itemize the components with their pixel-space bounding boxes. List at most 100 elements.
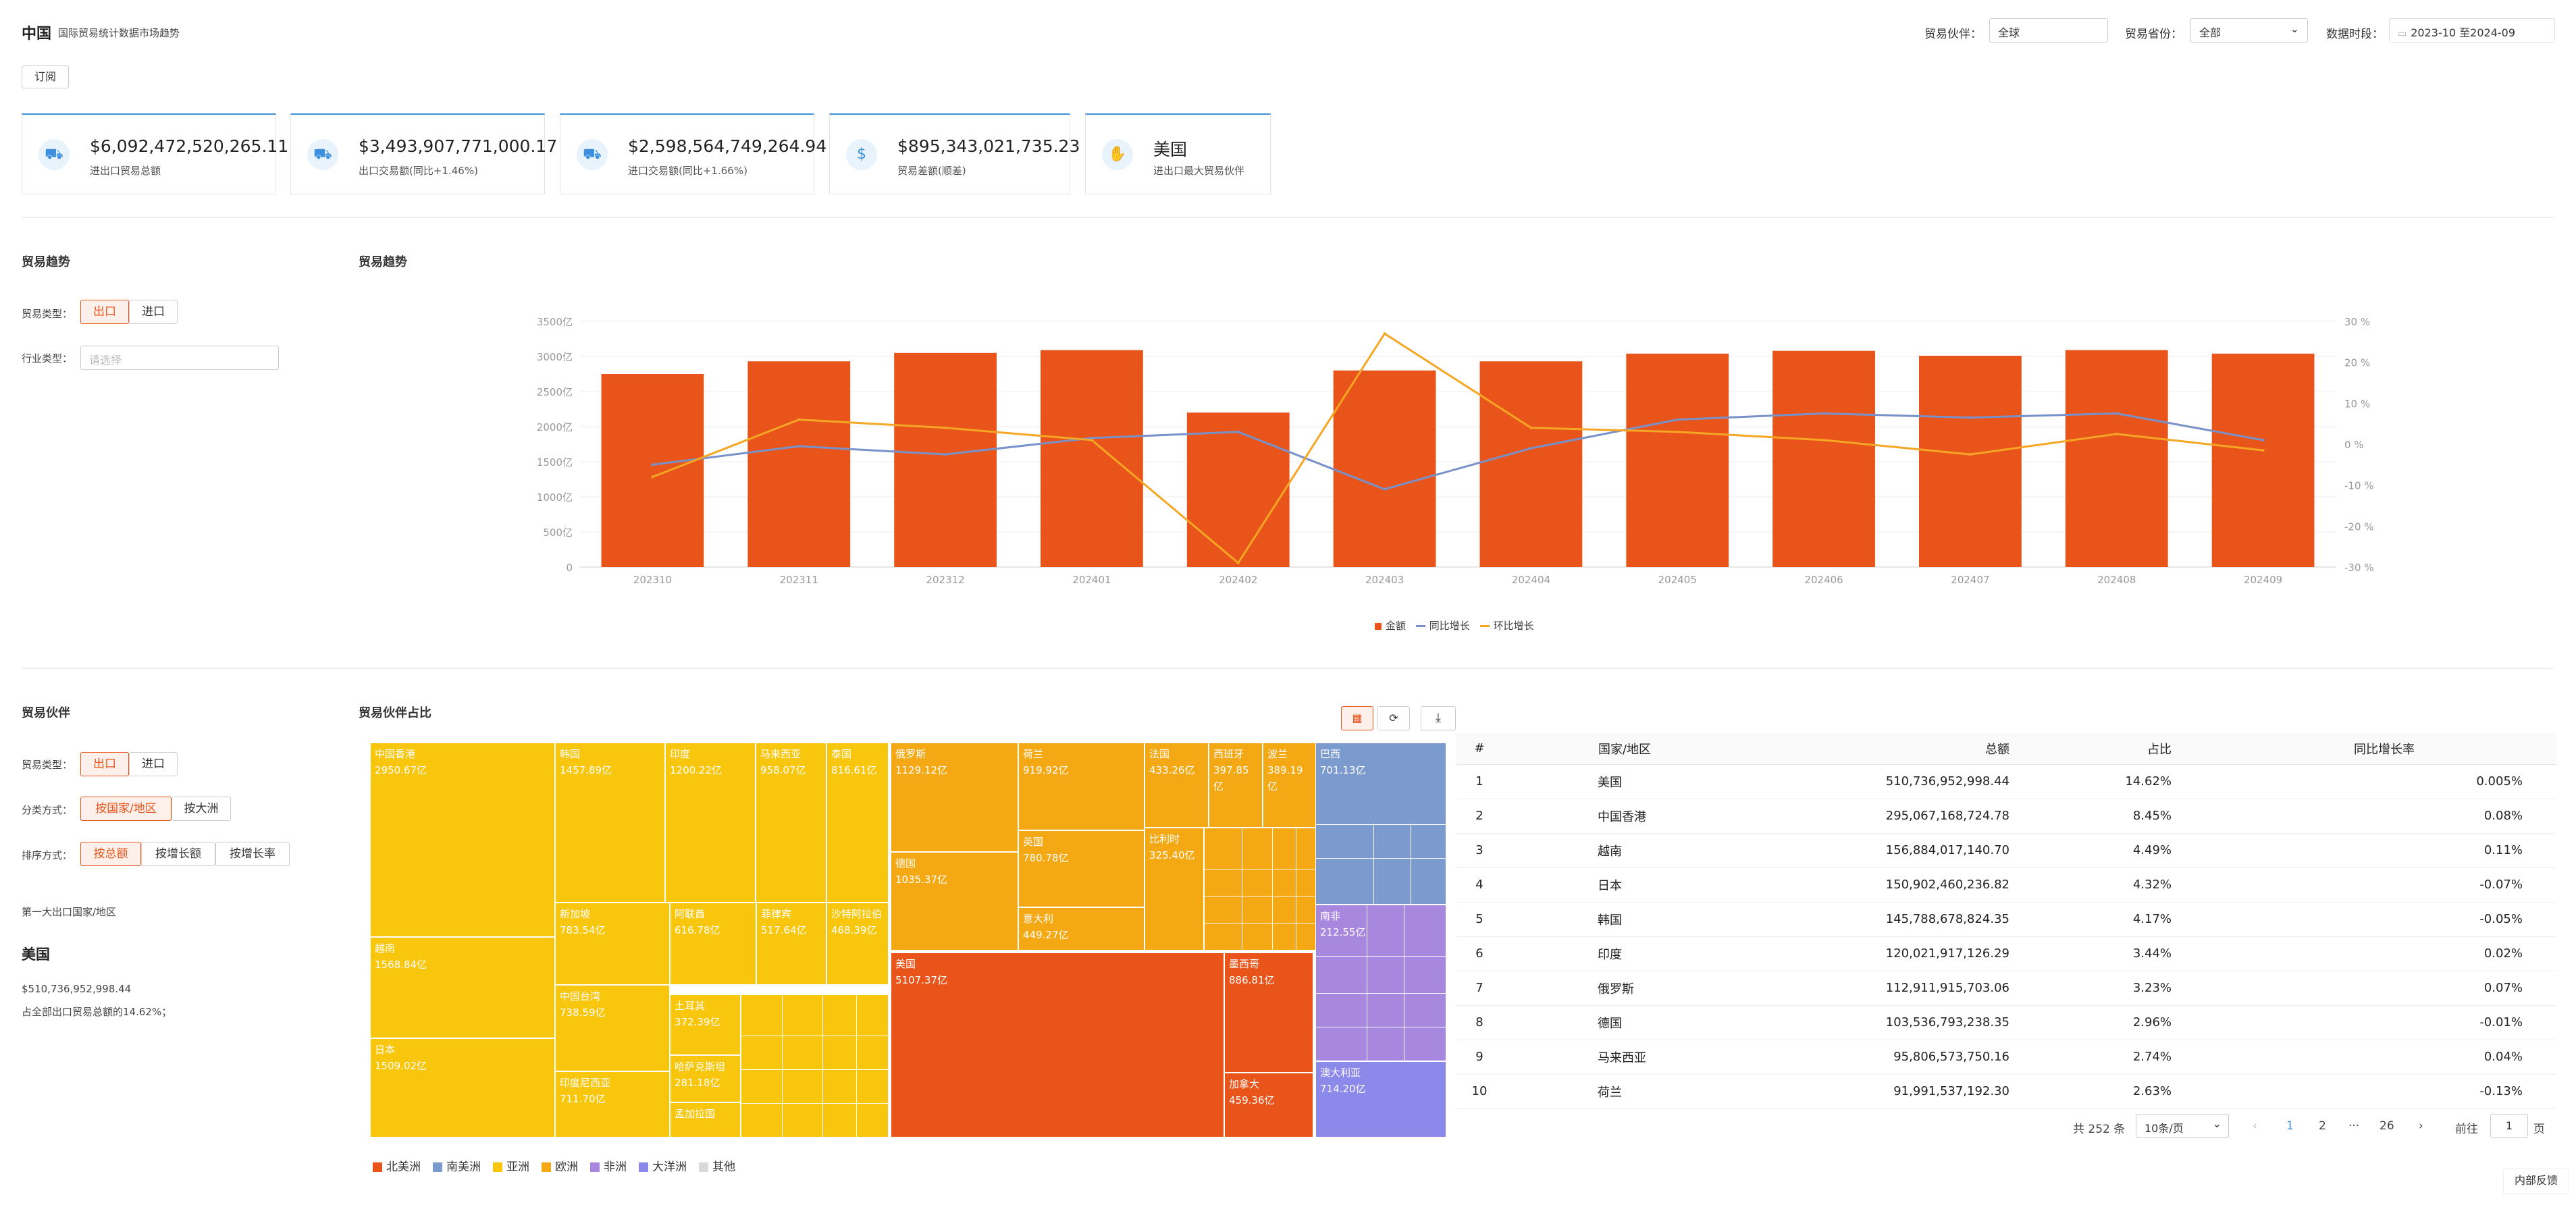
trend-point[interactable]: [1968, 416, 1972, 419]
trend-point[interactable]: [1676, 430, 1679, 433]
table-row[interactable]: 9 马来西亚 95,806,573,750.16 2.74% 0.04%: [1456, 1040, 2556, 1075]
treemap-cell-brazil[interactable]: 巴西 701.13亿: [1315, 743, 1446, 905]
treemap-cell-kazakhstan[interactable]: 哈萨克斯坦 281.18亿: [670, 1055, 741, 1102]
partner-import-button[interactable]: 进口: [129, 752, 178, 776]
treemap-cell-europe-small[interactable]: [1204, 828, 1317, 950]
trend-bar[interactable]: [2065, 350, 2168, 567]
treemap-cell-france[interactable]: 法国 433.26亿: [1145, 743, 1209, 828]
page-size-select[interactable]: 10条/页 ⌄: [2136, 1114, 2229, 1138]
treemap-cell-south-africa[interactable]: 南非 212.55亿: [1315, 905, 1446, 1061]
treemap-cell-belgium[interactable]: 比利时 325.40亿: [1145, 828, 1204, 950]
treemap-cell-malaysia[interactable]: 马来西亚 958.07亿: [756, 743, 826, 903]
treemap-legend-item[interactable]: 北美洲: [373, 1160, 421, 1174]
page-2-button[interactable]: 2: [2319, 1119, 2326, 1133]
treemap-legend-item[interactable]: 亚洲: [493, 1160, 529, 1174]
page-ellipsis[interactable]: ···: [2348, 1119, 2360, 1133]
trend-point[interactable]: [797, 418, 801, 421]
treemap-cell-turkey[interactable]: 土耳其 372.39亿: [670, 994, 741, 1055]
trend-point[interactable]: [1822, 412, 1826, 415]
treemap-cell-vietnam[interactable]: 越南 1568.84亿: [370, 937, 555, 1038]
prev-page-button[interactable]: ‹: [2253, 1119, 2257, 1133]
trend-bar[interactable]: [601, 374, 704, 567]
table-row[interactable]: 1 美国 510,736,952,998.44 14.62% 0.005%: [1456, 764, 2556, 799]
refresh-icon[interactable]: ⟳: [1377, 706, 1410, 730]
goto-page-input[interactable]: 1: [2490, 1114, 2528, 1138]
page-last-button[interactable]: 26: [2380, 1119, 2394, 1133]
treemap-cell-poland[interactable]: 波兰 389.19亿: [1263, 743, 1317, 828]
trend-bar[interactable]: [1479, 361, 1583, 567]
trend-point[interactable]: [2115, 412, 2118, 415]
trend-bar[interactable]: [894, 352, 997, 567]
trend-point[interactable]: [944, 426, 947, 429]
subscribe-button[interactable]: 订阅: [22, 65, 69, 88]
treemap-cell-canada[interactable]: 加拿大 459.36亿: [1224, 1073, 1313, 1137]
by-country-button[interactable]: 按国家/地区: [80, 797, 172, 821]
trend-point[interactable]: [1968, 453, 1972, 456]
trend-bar[interactable]: [1626, 353, 1729, 567]
trend-bar[interactable]: [1186, 412, 1290, 567]
trend-point[interactable]: [1529, 426, 1533, 429]
table-row[interactable]: 2 中国香港 295,067,168,724.78 8.45% 0.08%: [1456, 799, 2556, 834]
trend-bar[interactable]: [1772, 350, 1875, 567]
treemap-cell-mexico[interactable]: 墨西哥 886.81亿: [1224, 953, 1313, 1073]
treemap-cell-hongkong[interactable]: 中国香港 2950.67亿: [370, 743, 555, 937]
trend-point[interactable]: [1090, 438, 1093, 441]
by-continent-button[interactable]: 按大洲: [172, 797, 231, 821]
treemap-cell-germany[interactable]: 德国 1035.37亿: [891, 852, 1018, 950]
trend-point[interactable]: [2115, 432, 2118, 435]
next-page-button[interactable]: ›: [2419, 1119, 2423, 1133]
treemap-cell-singapore[interactable]: 新加坡 783.54亿: [555, 903, 670, 985]
trend-point[interactable]: [1529, 447, 1533, 450]
treemap-cell-saudi[interactable]: 沙特阿拉伯 468.39亿: [826, 903, 889, 985]
province-select[interactable]: 全部 ⌄: [2190, 18, 2308, 43]
trend-bar[interactable]: [2211, 353, 2315, 567]
treemap-cell-asia-small[interactable]: [741, 994, 889, 1137]
trend-bar[interactable]: [747, 361, 851, 567]
treemap-cell-russia[interactable]: 俄罗斯 1129.12亿: [891, 743, 1018, 852]
treemap-cell-uk[interactable]: 英国 780.78亿: [1018, 830, 1145, 907]
table-row[interactable]: 4 日本 150,902,460,236.82 4.32% -0.07%: [1456, 867, 2556, 903]
trend-point[interactable]: [1236, 430, 1240, 433]
table-row[interactable]: 5 韩国 145,788,678,824.35 4.17% -0.05%: [1456, 902, 2556, 937]
trend-point[interactable]: [1822, 438, 1826, 441]
sort-total-button[interactable]: 按总额: [80, 842, 141, 866]
trend-bar[interactable]: [1041, 350, 1143, 567]
treemap-cell-spain[interactable]: 西班牙 397.85亿: [1209, 743, 1263, 828]
trend-bar[interactable]: [1333, 370, 1436, 567]
trend-point[interactable]: [651, 475, 654, 479]
sort-growth-rate-button[interactable]: 按增长率: [215, 842, 290, 866]
trend-point[interactable]: [797, 445, 801, 448]
trend-point[interactable]: [2261, 438, 2265, 441]
period-range-picker[interactable]: ▭ 2023-10 至2024-09: [2389, 18, 2555, 43]
trend-point[interactable]: [1383, 332, 1386, 336]
treemap-cell-italy[interactable]: 意大利 449.27亿: [1018, 907, 1145, 950]
treemap-legend-item[interactable]: 其他: [699, 1160, 735, 1174]
treemap-cell-usa[interactable]: 美国 5107.37亿: [891, 953, 1224, 1137]
table-row[interactable]: 10 荷兰 91,991,537,192.30 2.63% -0.13%: [1456, 1074, 2556, 1109]
table-row[interactable]: 8 德国 103,536,793,238.35 2.96% -0.01%: [1456, 1005, 2556, 1040]
treemap-cell-uae[interactable]: 阿联酋 616.78亿: [670, 903, 756, 985]
trend-point[interactable]: [1676, 418, 1679, 421]
treemap-legend-item[interactable]: 南美洲: [433, 1160, 481, 1174]
trend-import-button[interactable]: 进口: [129, 300, 178, 324]
table-view-icon[interactable]: ▦: [1341, 706, 1373, 730]
table-row[interactable]: 3 越南 156,884,017,140.70 4.49% 0.11%: [1456, 833, 2556, 868]
treemap-cell-bangladesh[interactable]: 孟加拉国: [670, 1102, 741, 1137]
trend-point[interactable]: [2261, 449, 2265, 452]
treemap-cell-australia[interactable]: 澳大利亚 714.20亿: [1315, 1061, 1446, 1137]
feedback-button[interactable]: 内部反馈: [2503, 1169, 2569, 1194]
trend-export-button[interactable]: 出口: [80, 300, 129, 324]
trend-point[interactable]: [651, 463, 654, 466]
treemap-cell-indonesia[interactable]: 印度尼西亚 711.70亿: [555, 1071, 670, 1137]
page-1-button[interactable]: 1: [2286, 1119, 2294, 1133]
trend-point[interactable]: [1090, 436, 1093, 439]
treemap-cell-japan[interactable]: 日本 1509.02亿: [370, 1038, 555, 1137]
table-row[interactable]: 6 印度 120,021,917,126.29 3.44% 0.02%: [1456, 936, 2556, 971]
treemap-legend-item[interactable]: 非洲: [590, 1160, 627, 1174]
industry-select[interactable]: 请选择: [80, 346, 279, 370]
table-row[interactable]: 7 俄罗斯 112,911,915,703.06 3.23% 0.07%: [1456, 971, 2556, 1006]
treemap-cell-netherlands[interactable]: 荷兰 919.92亿: [1018, 743, 1145, 830]
trend-bar[interactable]: [1919, 355, 2022, 567]
download-icon[interactable]: ⤓: [1421, 706, 1456, 730]
sort-growth-amount-button[interactable]: 按增长额: [141, 842, 215, 866]
